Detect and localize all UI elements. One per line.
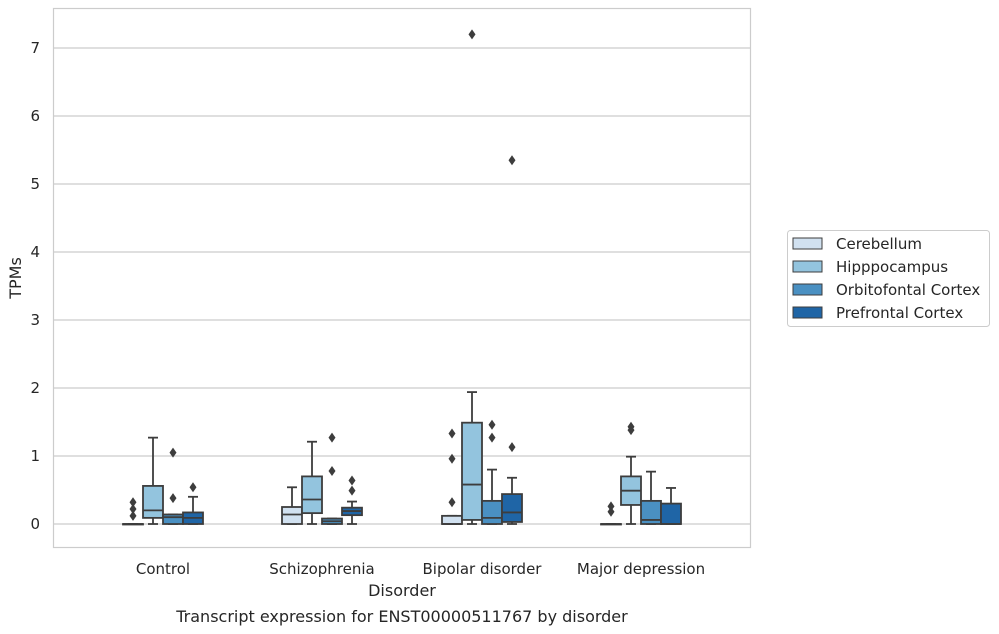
y-axis-label: TPMs — [6, 257, 25, 300]
y-tick-label: 4 — [30, 243, 40, 261]
box-orbitofontal-cortex-major-depression — [640, 470, 662, 525]
outlier-point — [488, 419, 496, 430]
outlier-point — [468, 29, 476, 40]
legend-label: Hipppocampus — [836, 258, 948, 276]
x-tick-label: Control — [136, 560, 190, 578]
box-prefrontal-cortex-major-depression — [660, 487, 682, 525]
box-iqr — [501, 493, 523, 523]
box-iqr — [481, 499, 503, 525]
y-tick-label: 7 — [30, 39, 40, 57]
box-iqr — [162, 513, 184, 525]
outlier-point — [607, 506, 615, 517]
legend: Cerebellum Hipppocampus Orbitofontal Corte… — [787, 230, 990, 327]
box-iqr — [281, 506, 303, 525]
x-tick-label: Schizophrenia — [269, 560, 374, 578]
legend-swatch — [792, 306, 823, 319]
outlier-point — [508, 442, 516, 453]
legend-swatch — [792, 283, 823, 296]
legend-swatch — [792, 237, 823, 250]
box-prefrontal-cortex-control — [182, 482, 204, 525]
box-orbitofontal-cortex-bipolar-disorder — [481, 419, 503, 525]
box-cerebellum-bipolar-disorder — [441, 428, 463, 525]
outlier-point — [448, 428, 456, 439]
x-axis-label: Disorder — [368, 581, 436, 600]
legend-swatch — [792, 260, 823, 273]
outlier-point — [607, 501, 615, 512]
outlier-point — [627, 421, 635, 432]
box-series — [122, 29, 682, 526]
box-iqr — [441, 514, 463, 525]
box-hipppocampus-schizophrenia — [301, 440, 323, 525]
box-orbitofontal-cortex-control — [162, 447, 184, 525]
box-iqr — [301, 475, 323, 515]
box-cerebellum-control — [122, 497, 144, 526]
outlier-point — [448, 453, 456, 464]
outlier-point — [348, 475, 356, 486]
box-iqr — [660, 502, 682, 525]
x-tick-label: Major depression — [577, 560, 705, 578]
box-cerebellum-schizophrenia — [281, 486, 303, 525]
x-tick-labels: Control Schizophrenia Bipolar disorder Majo… — [136, 560, 705, 578]
box-orbitofontal-cortex-schizophrenia — [321, 432, 343, 525]
y-tick-label: 1 — [30, 447, 40, 465]
outlier-point — [328, 465, 336, 476]
outlier-point — [169, 447, 177, 458]
y-tick-label: 5 — [30, 175, 40, 193]
box-prefrontal-cortex-schizophrenia — [341, 475, 363, 525]
legend-label: Prefrontal Cortex — [836, 304, 963, 322]
outlier-point — [189, 482, 197, 493]
box-cerebellum-major-depression — [600, 501, 622, 526]
y-tick-label: 0 — [30, 515, 40, 533]
outlier-point — [129, 504, 137, 515]
box-iqr — [142, 485, 164, 519]
y-tick-label: 6 — [30, 107, 40, 125]
gridlines — [54, 47, 750, 525]
x-tick-label: Bipolar disorder — [423, 560, 543, 578]
box-prefrontal-cortex-bipolar-disorder — [501, 155, 523, 525]
legend-frame — [787, 230, 990, 327]
y-tick-label: 3 — [30, 311, 40, 329]
box-hipppocampus-major-depression — [620, 421, 642, 525]
legend-label: Cerebellum — [836, 235, 922, 253]
box-hipppocampus-control — [142, 436, 164, 525]
outlier-point — [328, 432, 336, 443]
outlier-point — [448, 497, 456, 508]
outlier-point — [508, 155, 516, 166]
outlier-point — [129, 510, 137, 521]
outlier-point — [169, 493, 177, 504]
y-tick-labels: 0 1 2 3 4 5 6 7 — [30, 39, 40, 533]
outlier-point — [129, 497, 137, 508]
outlier-point — [488, 432, 496, 443]
box-iqr — [461, 421, 483, 521]
legend-label: Orbitofontal Cortex — [836, 281, 980, 299]
chart-caption: Transcript expression for ENST0000051176… — [175, 607, 628, 626]
plot-area-frame — [52, 7, 752, 549]
box-hipppocampus-bipolar-disorder — [461, 29, 483, 525]
y-tick-label: 2 — [30, 379, 40, 397]
outlier-point — [348, 485, 356, 496]
